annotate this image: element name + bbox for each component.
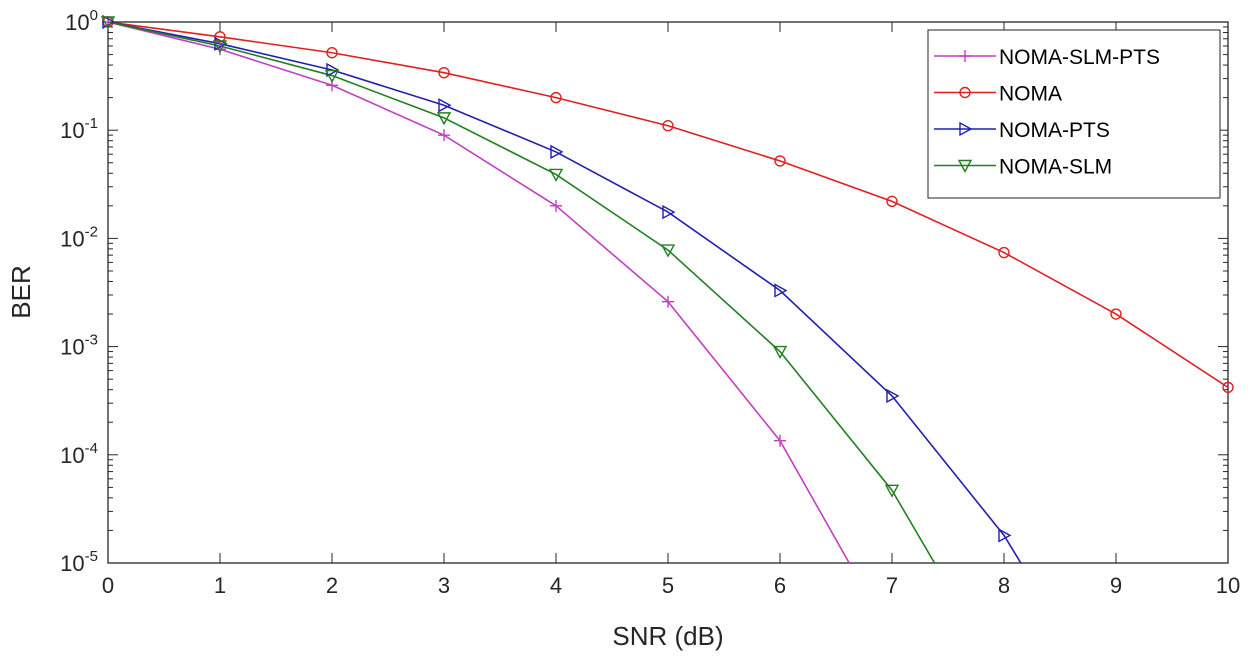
data-point-noma-slm [884,484,900,498]
data-point-noma [998,246,1010,259]
x-tick-label: 8 [998,573,1010,598]
data-point-noma [662,120,674,132]
legend-label: NOMA-SLM [999,156,1112,179]
x-tick-label: 1 [214,573,226,598]
y-tick-label: 100 [65,7,98,35]
x-tick-label: 2 [326,573,338,598]
data-point-noma-slm [548,168,564,182]
axes: 0 1 2 3 4 5 6 7 8 9 10 100 10-1 10-2 10-3 10-4 10-5 [60,7,1240,598]
y-axis-label: BER [6,265,36,318]
data-point-noma [886,195,898,208]
data-point-noma-pts [886,388,900,404]
y-tick-label: 10-4 [60,440,98,468]
data-point-noma-pts [550,144,564,160]
data-point-noma-pts [438,98,452,113]
series-line-noma [107,21,1229,389]
data-point-noma-slm [324,69,340,84]
data-point-noma [214,31,226,43]
data-point-noma-pts [998,528,1012,543]
data-point-noma-slm [436,112,452,126]
x-tick-label: 3 [438,573,450,598]
legend-marker [959,50,971,62]
x-axis-label: SNR (dB) [612,621,723,651]
data-point-noma-slm-pts [438,129,450,142]
data-point-noma-slm [772,345,788,360]
legend-label: NOMA-SLM-PTS [999,46,1160,69]
data-point-noma-slm [100,16,116,30]
legend: NOMA-SLM-PTS NOMA NOMA-PTS NOMA-SLM [927,29,1221,199]
y-tick-label: 10-3 [60,332,98,360]
legend-label: NOMA [999,83,1062,106]
y-tick-label: 10-1 [60,115,98,143]
x-tick-label: 6 [774,573,786,598]
data-point-noma [774,155,786,167]
x-tick-label: 0 [102,573,114,598]
data-point-noma-pts [774,283,788,298]
legend-marker [959,86,971,99]
data-point-noma-slm-pts [774,434,786,447]
series-line-noma-slm-pts [107,21,850,564]
data-point-noma-slm [212,40,228,54]
x-tick-label: 5 [662,573,674,598]
data-point-noma-pts [102,14,116,30]
legend-box [927,29,1221,199]
plot-series [107,21,1229,564]
data-point-noma [438,66,450,79]
data-point-noma-slm [660,244,676,258]
plot-markers [100,14,1234,543]
data-point-noma-slm-pts [102,16,114,28]
data-point-noma [1110,308,1122,320]
data-point-noma [550,91,562,104]
series-line-noma-pts [107,21,1022,564]
data-point-noma-slm-pts [662,295,674,308]
data-point-noma-slm-pts [550,199,562,212]
x-tick-label: 10 [1216,573,1240,598]
legend-marker [959,121,973,137]
legend-label: NOMA-PTS [999,119,1110,142]
x-tick-label: 4 [550,573,562,598]
y-tick-label: 10-2 [60,223,98,251]
x-tick-label: 7 [886,573,898,598]
data-point-noma [326,47,338,59]
legend-marker [957,159,973,173]
series-line-noma-slm [107,21,936,564]
y-tick-label: 10-5 [60,548,98,576]
x-tick-label: 9 [1110,573,1122,598]
data-point-noma [1222,381,1234,394]
data-point-noma-pts [662,204,676,220]
